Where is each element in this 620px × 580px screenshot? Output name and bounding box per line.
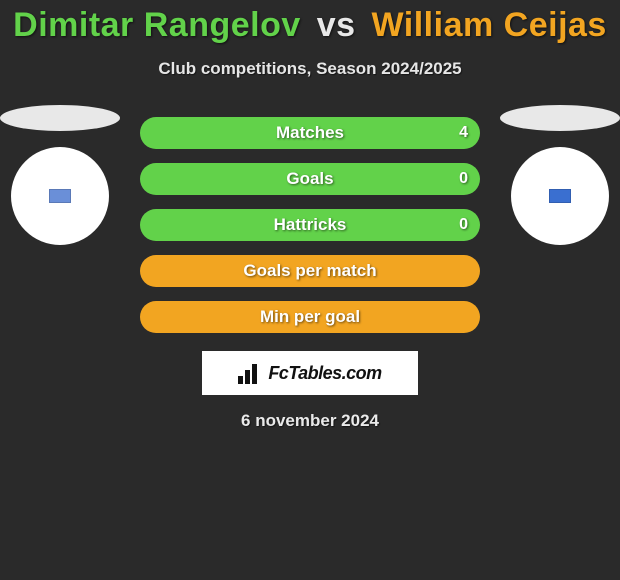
brand-text: FcTables.com <box>268 363 381 384</box>
player2-avatar-wrap <box>500 147 620 245</box>
player1-side <box>0 105 120 245</box>
stat-right-value: 4 <box>459 117 468 149</box>
stat-bar-goals: Goals 0 <box>140 163 480 195</box>
subtitle: Club competitions, Season 2024/2025 <box>0 59 620 79</box>
player2-label-oval <box>500 105 620 131</box>
stat-bar-goals-per-match: Goals per match <box>140 255 480 287</box>
player1-label-oval <box>0 105 120 131</box>
player1-name: Dimitar Rangelov <box>13 6 301 44</box>
footer: FcTables.com 6 november 2024 <box>0 351 620 431</box>
stat-bar-matches: Matches 4 <box>140 117 480 149</box>
comparison-chart: Matches 4 Goals 0 Hattricks 0 Goals per … <box>0 117 620 333</box>
player1-avatar-wrap <box>0 147 120 245</box>
stat-bars: Matches 4 Goals 0 Hattricks 0 Goals per … <box>140 117 480 333</box>
stat-bar-min-per-goal: Min per goal <box>140 301 480 333</box>
stat-right-value: 0 <box>459 209 468 241</box>
brand-badge: FcTables.com <box>202 351 418 395</box>
stat-right-value: 0 <box>459 163 468 195</box>
player2-avatar <box>511 147 609 245</box>
stat-label: Min per goal <box>260 307 360 327</box>
title-vs: vs <box>317 6 356 44</box>
stat-label: Goals <box>286 169 333 189</box>
date-label: 6 november 2024 <box>241 411 379 431</box>
player1-avatar <box>11 147 109 245</box>
player2-flag-icon <box>549 189 571 203</box>
player2-name: William Ceijas <box>372 6 607 44</box>
stat-bar-hattricks: Hattricks 0 <box>140 209 480 241</box>
bar-chart-icon <box>238 362 262 384</box>
page-title: Dimitar Rangelov vs William Ceijas <box>0 0 620 45</box>
player1-flag-icon <box>49 189 71 203</box>
player2-side <box>500 105 620 245</box>
stat-label: Goals per match <box>243 261 376 281</box>
stat-label: Matches <box>276 123 344 143</box>
stat-label: Hattricks <box>274 215 347 235</box>
